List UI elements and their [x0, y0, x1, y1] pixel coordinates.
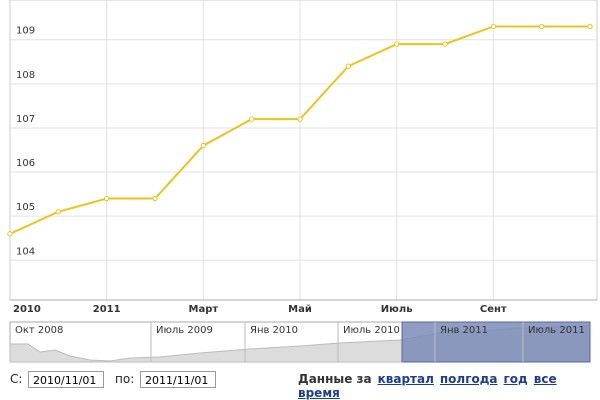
y-tick-label: 109 [16, 26, 35, 37]
navigator-selection[interactable] [401, 321, 591, 363]
navigator-label: Окт 2008 [15, 325, 63, 336]
point [200, 142, 207, 149]
point [55, 209, 62, 215]
y-tick-label: 106 [16, 158, 35, 169]
navigator-label: Июль 2009 [156, 325, 213, 336]
period-label: Данные за [298, 372, 372, 386]
chart: Окт 2008 Июль 2009 Янв 2010 Июль 2010 Янв 20… [7, 0, 598, 363]
point [152, 195, 158, 202]
navigator-label: Янв 2011 [440, 325, 488, 336]
point [490, 23, 497, 30]
point [538, 23, 545, 30]
navigator[interactable]: Окт 2008 Июль 2009 Янв 2010 Июль 2010 Янв 20… [9, 321, 591, 363]
period-link[interactable]: все время [298, 372, 557, 400]
from-label: С: [10, 372, 23, 386]
point [297, 116, 303, 122]
point [393, 41, 400, 47]
y-tick-label: 105 [16, 202, 35, 213]
point [587, 23, 593, 30]
y-tick-label: 108 [16, 70, 35, 81]
x-tick-label: 2010 [13, 304, 41, 315]
period-link[interactable]: год [503, 372, 528, 386]
y-tick-label: 104 [16, 246, 35, 257]
navigator-label: Июль 2010 [343, 325, 400, 336]
navigator-label: Июль 2011 [528, 325, 585, 336]
from-input[interactable]: 2010/11/01 [28, 371, 104, 388]
period-links: Данные за квартал полгода год все время [298, 372, 600, 400]
plot-frame [9, 0, 598, 301]
point [345, 63, 352, 69]
point [442, 41, 448, 47]
x-tick-label: Март [189, 304, 219, 315]
x-tick-label: Июль [381, 304, 413, 315]
point [7, 231, 13, 237]
to-input[interactable]: 2011/11/01 [140, 371, 216, 388]
to-label: по: [115, 372, 135, 386]
x-tick-label: 2011 [93, 304, 121, 315]
period-link[interactable]: квартал [377, 372, 434, 386]
point [248, 116, 255, 122]
navigator-label: Янв 2010 [250, 325, 298, 336]
point [103, 195, 110, 202]
x-tick-label: Май [288, 304, 312, 315]
y-tick-label: 107 [16, 114, 35, 125]
period-link[interactable]: полгода [439, 372, 498, 386]
x-tick-label: Сент [480, 304, 507, 315]
